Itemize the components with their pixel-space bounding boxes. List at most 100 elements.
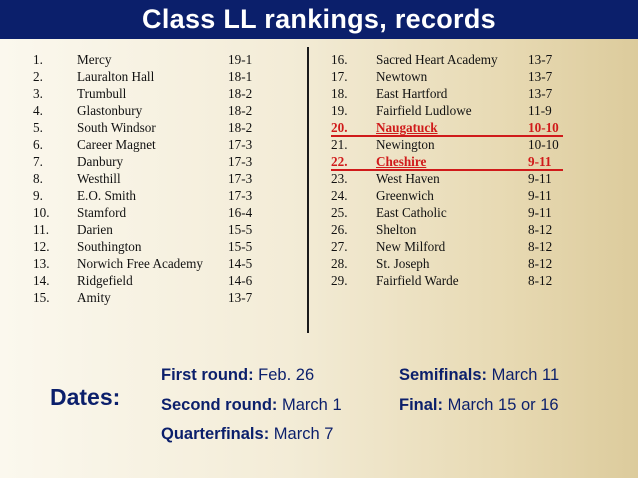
- ranking-row: 29. Fairfield Warde 8-12: [331, 273, 563, 290]
- ranking-record: 8-12: [528, 222, 553, 237]
- ranking-row: 10. Stamford 16-4: [33, 205, 255, 222]
- ranking-team: Ridgefield: [77, 273, 133, 288]
- ranking-record: 14-5: [228, 256, 253, 271]
- ranking-row: 16. Sacred Heart Academy 13-7: [331, 52, 563, 69]
- ranking-rank: 8.: [33, 171, 43, 186]
- ranking-row: 5. South Windsor 18-2: [33, 120, 255, 137]
- ranking-rank: 26.: [331, 222, 348, 237]
- ranking-record: 8-12: [528, 239, 553, 254]
- ranking-team: East Hartford: [376, 86, 448, 101]
- ranking-record: 14-6: [228, 273, 253, 288]
- ranking-rank: 24.: [331, 188, 348, 203]
- ranking-record: 11-9: [528, 103, 552, 118]
- ranking-team: Newtown: [376, 69, 428, 84]
- ranking-rank: 19.: [331, 103, 348, 118]
- quarterfinals-value: March 7: [273, 425, 334, 443]
- first-round-label: First round:: [161, 366, 254, 384]
- ranking-record: 17-3: [228, 188, 253, 203]
- ranking-row: 25. East Catholic 9-11: [331, 205, 563, 222]
- ranking-row: 21. Newington 10-10: [331, 137, 563, 154]
- ranking-rank: 16.: [331, 52, 348, 67]
- ranking-record: 18-2: [228, 86, 253, 101]
- ranking-row: 8. Westhill 17-3: [33, 171, 255, 188]
- ranking-row: 24. Greenwich 9-11: [331, 188, 563, 205]
- ranking-row: 3. Trumbull 18-2: [33, 86, 255, 103]
- ranking-rank: 25.: [331, 205, 348, 220]
- rankings-column-left: 1. Mercy 19-1 2. Lauralton Hall 18-1 3. Trumbul…: [33, 52, 255, 307]
- ranking-record: 13-7: [228, 290, 253, 305]
- ranking-team: Cheshire: [376, 154, 427, 169]
- ranking-record: 17-3: [228, 171, 253, 186]
- ranking-row: 6. Career Magnet 17-3: [33, 137, 255, 154]
- ranking-team: Newington: [376, 137, 435, 152]
- ranking-row: 23. West Haven 9-11: [331, 171, 563, 188]
- ranking-rank: 9.: [33, 188, 43, 203]
- ranking-rank: 22.: [331, 154, 348, 169]
- final-date: Final: March 15 or 16: [399, 396, 559, 415]
- ranking-row: 2. Lauralton Hall 18-1: [33, 69, 255, 86]
- ranking-team: Amity: [77, 290, 111, 305]
- ranking-record: 9-11: [528, 205, 552, 220]
- ranking-team: Naugatuck: [376, 120, 438, 135]
- ranking-team: Sacred Heart Academy: [376, 52, 498, 67]
- ranking-rank: 23.: [331, 171, 348, 186]
- ranking-record: 9-11: [528, 154, 552, 169]
- ranking-team: South Windsor: [77, 120, 156, 135]
- ranking-record: 13-7: [528, 69, 553, 84]
- ranking-row: 12. Southington 15-5: [33, 239, 255, 256]
- ranking-team: Trumbull: [77, 86, 127, 101]
- ranking-record: 8-12: [528, 273, 553, 288]
- ranking-row: 27. New Milford 8-12: [331, 239, 563, 256]
- ranking-rank: 3.: [33, 86, 43, 101]
- ranking-record: 19-1: [228, 52, 253, 67]
- ranking-rank: 15.: [33, 290, 50, 305]
- ranking-team: Westhill: [77, 171, 121, 186]
- ranking-rank: 17.: [331, 69, 348, 84]
- ranking-rank: 1.: [33, 52, 43, 67]
- semifinals-value: March 11: [491, 366, 560, 384]
- ranking-rank: 14.: [33, 273, 50, 288]
- first-round-value: Feb. 26: [258, 366, 315, 384]
- ranking-team: E.O. Smith: [77, 188, 136, 203]
- ranking-record: 18-2: [228, 103, 253, 118]
- ranking-record: 13-7: [528, 86, 553, 101]
- ranking-record: 15-5: [228, 222, 253, 237]
- ranking-rank: 21.: [331, 137, 348, 152]
- ranking-rank: 10.: [33, 205, 50, 220]
- ranking-rank: 27.: [331, 239, 348, 254]
- ranking-rank: 4.: [33, 103, 43, 118]
- ranking-team: East Catholic: [376, 205, 447, 220]
- ranking-team: Norwich Free Academy: [77, 256, 203, 271]
- ranking-team: Shelton: [376, 222, 417, 237]
- ranking-rank: 20.: [331, 120, 348, 135]
- ranking-team: Stamford: [77, 205, 127, 220]
- ranking-team: Fairfield Ludlowe: [376, 103, 472, 118]
- second-round-date: Second round: March 1: [161, 396, 342, 415]
- ranking-rank: 7.: [33, 154, 43, 169]
- ranking-row: 15. Amity 13-7: [33, 290, 255, 307]
- ranking-record: 17-3: [228, 154, 253, 169]
- first-round-date: First round: Feb. 26: [161, 366, 314, 385]
- ranking-row: 14. Ridgefield 14-6: [33, 273, 255, 290]
- second-round-value: March 1: [282, 396, 342, 414]
- ranking-row: 9. E.O. Smith 17-3: [33, 188, 255, 205]
- ranking-team: Danbury: [77, 154, 124, 169]
- ranking-record: 13-7: [528, 52, 553, 67]
- quarterfinals-date: Quarterfinals: March 7: [161, 425, 333, 444]
- ranking-rank: 12.: [33, 239, 50, 254]
- ranking-rank: 13.: [33, 256, 50, 271]
- ranking-record: 8-12: [528, 256, 553, 271]
- column-divider: [307, 47, 309, 333]
- ranking-team: Career Magnet: [77, 137, 156, 152]
- quarterfinals-label: Quarterfinals:: [161, 425, 270, 443]
- highlight-underline: [331, 135, 563, 137]
- ranking-row: 11. Darien 15-5: [33, 222, 255, 239]
- ranking-row: 22. Cheshire 9-11: [331, 154, 563, 171]
- rankings-column-right: 16. Sacred Heart Academy 13-7 17. Newtown 13-…: [331, 52, 563, 290]
- semifinals-label: Semifinals:: [399, 366, 488, 384]
- ranking-rank: 11.: [33, 222, 49, 237]
- ranking-rank: 28.: [331, 256, 348, 271]
- second-round-label: Second round:: [161, 396, 278, 414]
- ranking-rank: 2.: [33, 69, 43, 84]
- ranking-team: Southington: [77, 239, 142, 254]
